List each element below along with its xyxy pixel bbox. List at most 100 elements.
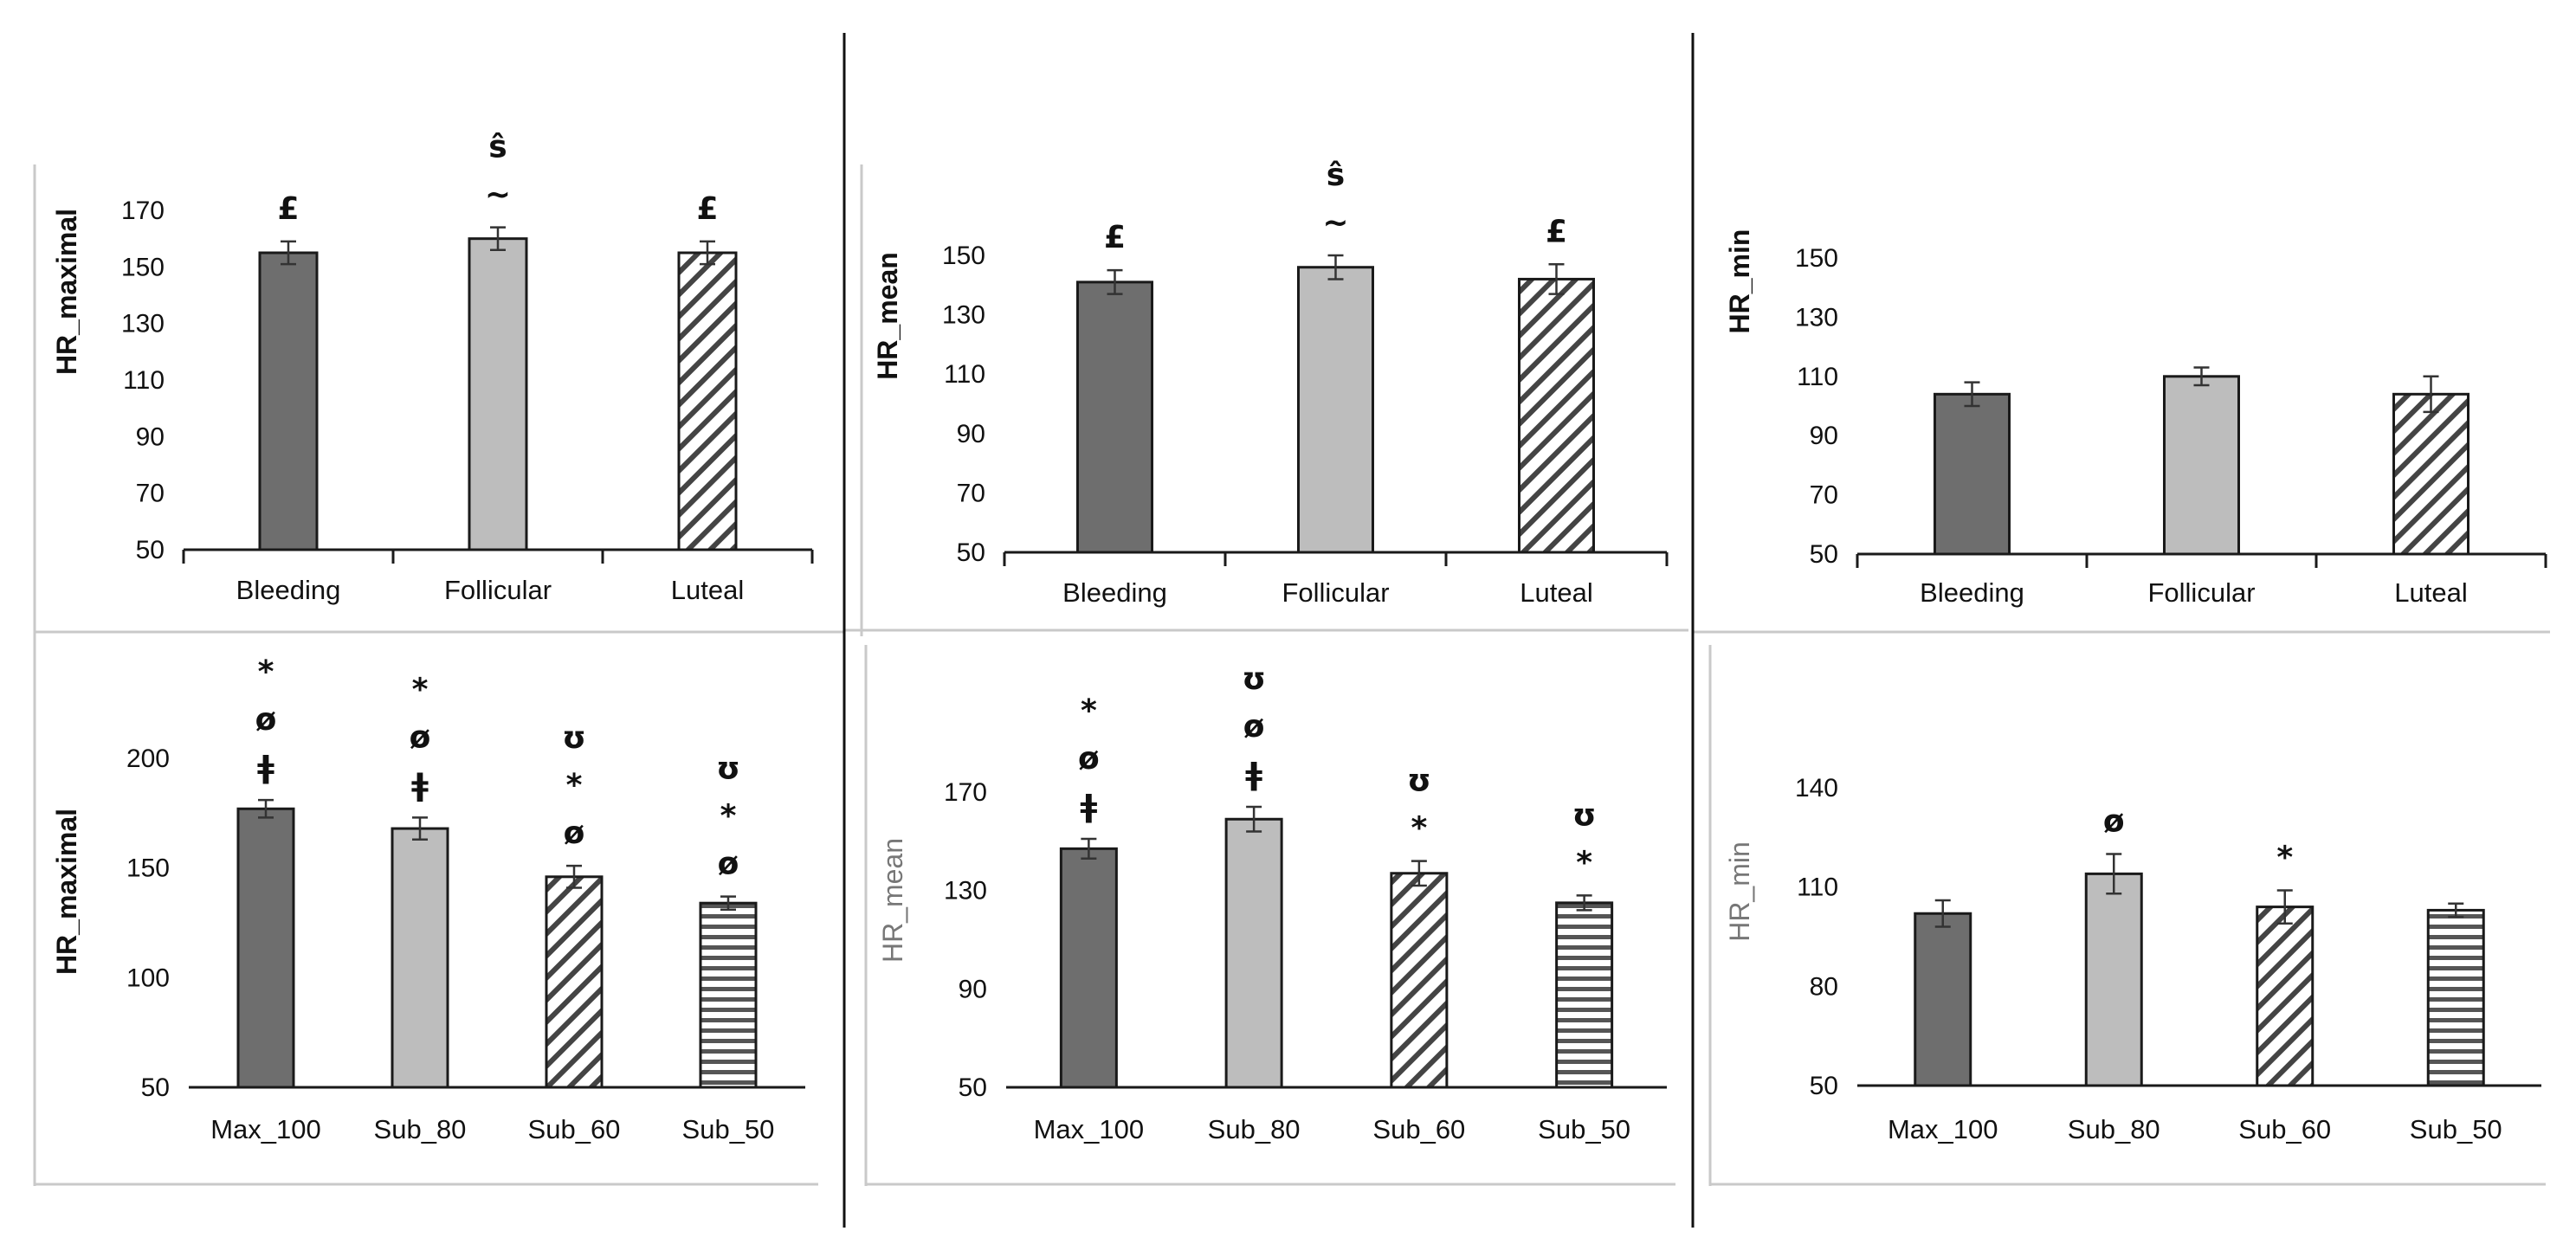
category-label: Bleeding [1920,577,2024,608]
category-label: Luteal [1520,577,1592,608]
chart-top-left: 50 70 90 110 130 150 170 HR_maximal Bleeding £ Fol… [51,130,814,605]
y-tick-label: 50 [1810,540,1838,569]
significance-marker: ø [2103,803,2125,839]
significance-marker: ʊ [1242,661,1266,697]
significance-marker: ø [255,702,277,738]
y-tick-label: 70 [957,479,985,507]
y-tick-label: 50 [957,538,985,567]
category-label: Max_100 [1034,1114,1145,1144]
y-tick-label: 200 [126,744,170,773]
y-tick-label: 130 [121,310,165,338]
category-label: Sub_60 [2238,1114,2331,1144]
significance-marker: £ [1104,220,1126,255]
category-label: Sub_80 [374,1114,467,1144]
significance-marker: £ [696,191,718,227]
category-label: Follicular [2147,577,2255,608]
category-label: Max_100 [1888,1114,1998,1144]
category-label: Max_100 [210,1114,321,1144]
chart-top-right: 50 70 90 110 130 150 HR_min Bleeding Follicular L… [1724,229,2547,608]
significance-marker: * [1576,845,1592,880]
y-tick-label: 110 [1797,873,1838,902]
category-label: Luteal [671,575,744,605]
significance-marker: ø [1243,709,1265,744]
bar-follicular [1297,266,1374,554]
y-tick-label: 90 [957,420,985,448]
bar-luteal [1518,277,1595,554]
significance-marker: ǂ [1245,757,1262,792]
bar-follicular [468,237,528,551]
y-tick-label: 70 [1810,481,1838,510]
y-tick-label: 150 [942,242,985,270]
y-tick-label: 50 [136,536,165,564]
significance-marker: £ [277,191,299,227]
panel-dividers [843,33,1695,1228]
significance-marker: ø [564,815,585,851]
y-tick-label: 90 [136,422,165,451]
significance-marker: * [566,768,583,803]
chart-bottom-middle: 5090130170HR_meanMax_100*øǂSub_80ʊøǂSub_… [877,661,1667,1144]
charts-layer: 50 70 90 110 130 150 170 HR_maximal Bleeding £ Fol… [51,130,2547,1144]
significance-marker: ø [1078,741,1100,777]
significance-marker: ʊ [1572,797,1597,833]
y-tick-label: 50 [959,1073,987,1102]
bar-sub_80 [1224,817,1283,1089]
significance-marker: ŝ [488,130,507,165]
significance-marker: ʊ [562,720,586,756]
significance-marker: * [1081,693,1097,729]
category-label: Sub_50 [682,1114,775,1144]
bar-luteal [2392,392,2469,556]
category-label: Bleeding [236,575,341,605]
y-tick-label: 150 [121,253,165,281]
bar-bleeding [1076,280,1153,554]
significance-marker: * [412,672,429,707]
significance-marker: * [1411,811,1427,847]
significance-marker: ǂ [257,750,274,785]
bar-sub_50 [2426,908,2485,1087]
bar-sub_80 [391,827,449,1089]
bar-bleeding [1934,392,2011,556]
bar-follicular [2163,375,2240,556]
y-tick-label: 50 [1810,1072,1838,1100]
significance-marker: ǂ [1081,789,1098,824]
y-tick-label: 100 [126,964,170,992]
y-tick-label: 150 [126,854,170,883]
y-tick-label: 80 [1810,972,1838,1001]
significance-marker: ~ [485,177,511,213]
bar-sub_60 [545,875,604,1089]
bar-max_100 [1914,912,1972,1087]
bar-sub_60 [2256,906,2315,1087]
y-tick-label: 70 [136,480,165,508]
significance-marker: ʊ [716,751,740,787]
y-axis-label: HR_maximal [51,809,82,975]
category-label: Luteal [2394,577,2467,608]
significance-marker: ǂ [411,767,429,802]
category-label: Sub_80 [1208,1114,1301,1144]
bar-sub_50 [699,901,758,1089]
bar-sub_80 [2084,872,2143,1087]
significance-marker: ø [410,719,431,755]
significance-marker: * [720,799,737,835]
chart-bottom-left: 50100150200HR_maximalMax_100*øǂSub_80*øǂ… [51,654,805,1144]
chart-bottom-right: 50 80 110 140 HR_min Max_100 Sub_80 ø Sub_60 * Sub… [1724,774,2541,1144]
significance-marker: * [2276,840,2293,875]
category-label: Sub_50 [2410,1114,2502,1144]
y-tick-label: 130 [944,877,987,906]
bar-sub_60 [1390,872,1449,1089]
y-axis-label: HR_min [1724,229,1755,334]
category-label: Sub_80 [2068,1114,2160,1144]
significance-marker: ~ [1322,205,1348,241]
y-axis-label: HR_mean [872,252,903,380]
y-tick-label: 110 [123,366,165,395]
y-tick-label: 90 [959,975,987,1003]
category-label: Sub_60 [1372,1114,1465,1144]
bar-max_100 [1059,847,1118,1089]
y-tick-label: 130 [942,301,985,330]
y-tick-label: 90 [1810,422,1838,450]
y-tick-label: 150 [1795,244,1838,273]
category-label: Follicular [444,575,552,605]
significance-marker: ŝ [1327,158,1345,193]
bar-sub_50 [1555,901,1614,1089]
significance-marker: ʊ [1407,764,1431,799]
panel-frames [33,164,2550,1186]
